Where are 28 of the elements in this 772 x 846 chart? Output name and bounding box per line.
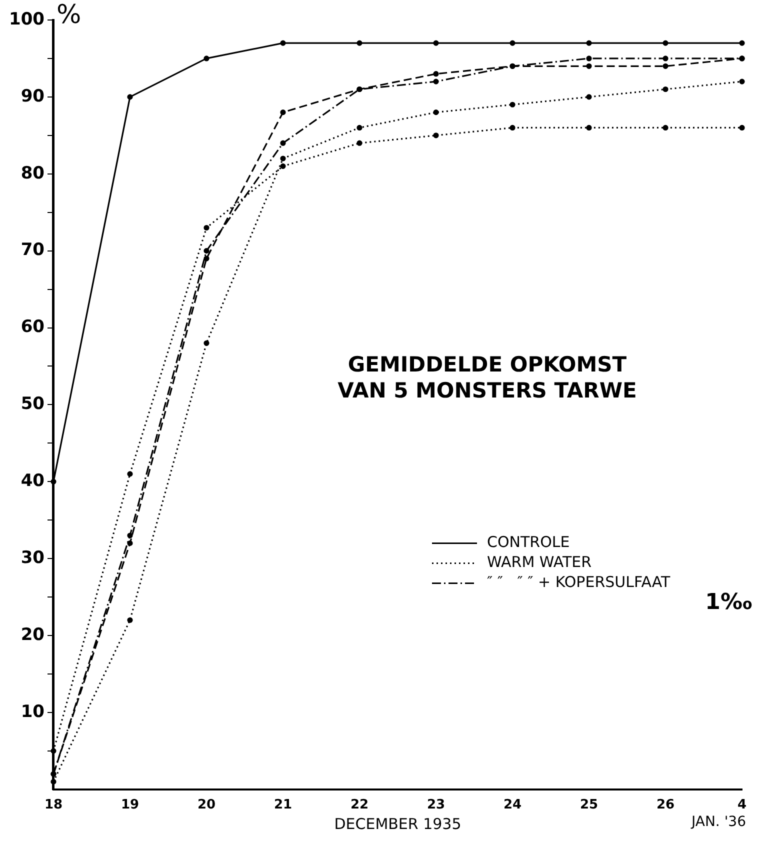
y-tick-label: 70	[20, 240, 45, 260]
legend-label: CONTROLE	[487, 533, 570, 552]
y-tick-label: 20	[20, 624, 45, 645]
x-tick-label: 19	[120, 798, 140, 813]
annotation: 1‰	[705, 590, 752, 615]
x-axis-title: DECEMBER 1935	[334, 814, 462, 833]
y-axis-title: %	[56, 0, 82, 30]
y-tick-label: 80	[20, 163, 45, 184]
x-tick-label: 24	[503, 798, 522, 813]
x-tick-label: 23	[426, 798, 446, 813]
x-tick-label: 4	[737, 798, 747, 813]
y-tick-label: 10	[20, 702, 45, 722]
x-tick-label: 18	[44, 798, 63, 813]
y-tick-label: 90	[20, 86, 45, 106]
y-tick-label: 60	[20, 317, 45, 338]
y-tick-label: 100	[8, 9, 45, 30]
text: GEMIDDELDE OPKOMST VAN 5 MONSTERS TARWE	[338, 352, 637, 403]
y-tick-label: 30	[20, 548, 45, 568]
legend-label: WARM WATER	[487, 553, 592, 572]
y-tick-label: 40	[20, 471, 45, 492]
y-tick-label: 50	[20, 394, 45, 414]
x-tick-label: 25	[580, 798, 598, 813]
x-tick-label: 20	[197, 798, 216, 813]
x-tick-label: 21	[274, 798, 292, 813]
legend-label: ″ ″ ″ ″ + KOPERSULFAAT	[487, 573, 672, 592]
x-tick-label: 26	[656, 798, 675, 813]
x-tick-label: 22	[350, 798, 369, 813]
text: JAN. '36	[690, 814, 746, 830]
